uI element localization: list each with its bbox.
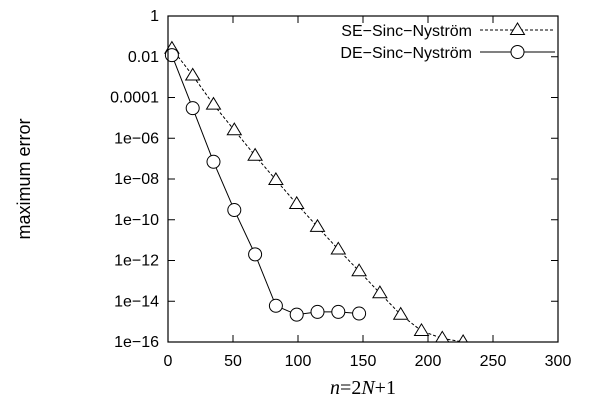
y-tick-label: 1e−10 — [114, 212, 159, 229]
y-tick-label: 1e−08 — [114, 171, 159, 188]
data-point — [310, 304, 325, 319]
data-point — [435, 330, 450, 342]
y-tick-label: 0.0001 — [110, 90, 159, 107]
data-point — [288, 195, 305, 209]
data-point — [227, 203, 242, 218]
y-tick-label: 1e−06 — [114, 130, 159, 147]
data-point — [268, 298, 283, 313]
data-point — [184, 67, 201, 81]
data-point — [392, 306, 409, 320]
y-tick-label: 1e−16 — [114, 334, 159, 351]
data-point — [458, 334, 468, 342]
series-line — [171, 54, 360, 316]
data-point — [205, 96, 222, 110]
x-axis-label-plus-one: +1 — [375, 377, 396, 399]
y-tick-label: 1e−14 — [114, 293, 159, 310]
legend: SE−Sinc−Nyström DE−Sinc−Nyström — [340, 22, 555, 62]
x-axis-ticks: 0 50 100 150 200 250 300 — [164, 16, 572, 370]
data-point — [185, 101, 200, 116]
data-point — [330, 241, 347, 255]
data-point — [413, 322, 430, 336]
data-point — [372, 285, 388, 299]
data-point — [164, 48, 179, 63]
series-layer — [164, 40, 547, 342]
y-axis-ticks: 1 0.01 0.0001 1e−06 1e−08 1e−10 1e−12 1e−14 1e−1… — [110, 8, 558, 351]
data-point — [247, 147, 263, 161]
x-tick-label: 300 — [545, 353, 572, 370]
y-tick-label: 0.01 — [128, 49, 159, 66]
legend-label: SE−Sinc−Nyström — [341, 23, 472, 40]
x-tick-label: 50 — [224, 353, 242, 370]
data-point — [289, 307, 304, 322]
x-tick-label: 200 — [415, 353, 442, 370]
legend-label: DE−Sinc−Nyström — [340, 45, 472, 62]
series-de-sinc-nystrom — [164, 48, 367, 322]
data-point — [206, 154, 221, 169]
y-tick-label: 1 — [150, 8, 159, 25]
plot-frame — [167, 15, 559, 343]
y-axis-label: maximum error — [14, 118, 34, 239]
x-axis-label-var-N: N — [360, 377, 376, 399]
data-point — [309, 218, 326, 232]
data-point — [268, 171, 284, 185]
data-point — [226, 122, 243, 136]
x-axis-label: n=2N+1 — [330, 377, 396, 399]
legend-marker — [510, 45, 525, 59]
data-point — [331, 304, 346, 319]
series-se-sinc-nystrom — [164, 40, 547, 342]
x-tick-label: 250 — [480, 353, 507, 370]
data-point — [248, 247, 263, 262]
legend-marker — [509, 22, 526, 36]
x-tick-label: 100 — [285, 353, 312, 370]
y-tick-label: 1e−12 — [114, 253, 159, 270]
x-tick-label: 150 — [350, 353, 377, 370]
x-tick-label: 0 — [164, 353, 173, 370]
x-axis-label-eq: =2 — [340, 377, 361, 399]
data-point — [351, 263, 367, 277]
x-axis-label-var-n: n — [330, 377, 340, 399]
data-point — [352, 306, 367, 321]
